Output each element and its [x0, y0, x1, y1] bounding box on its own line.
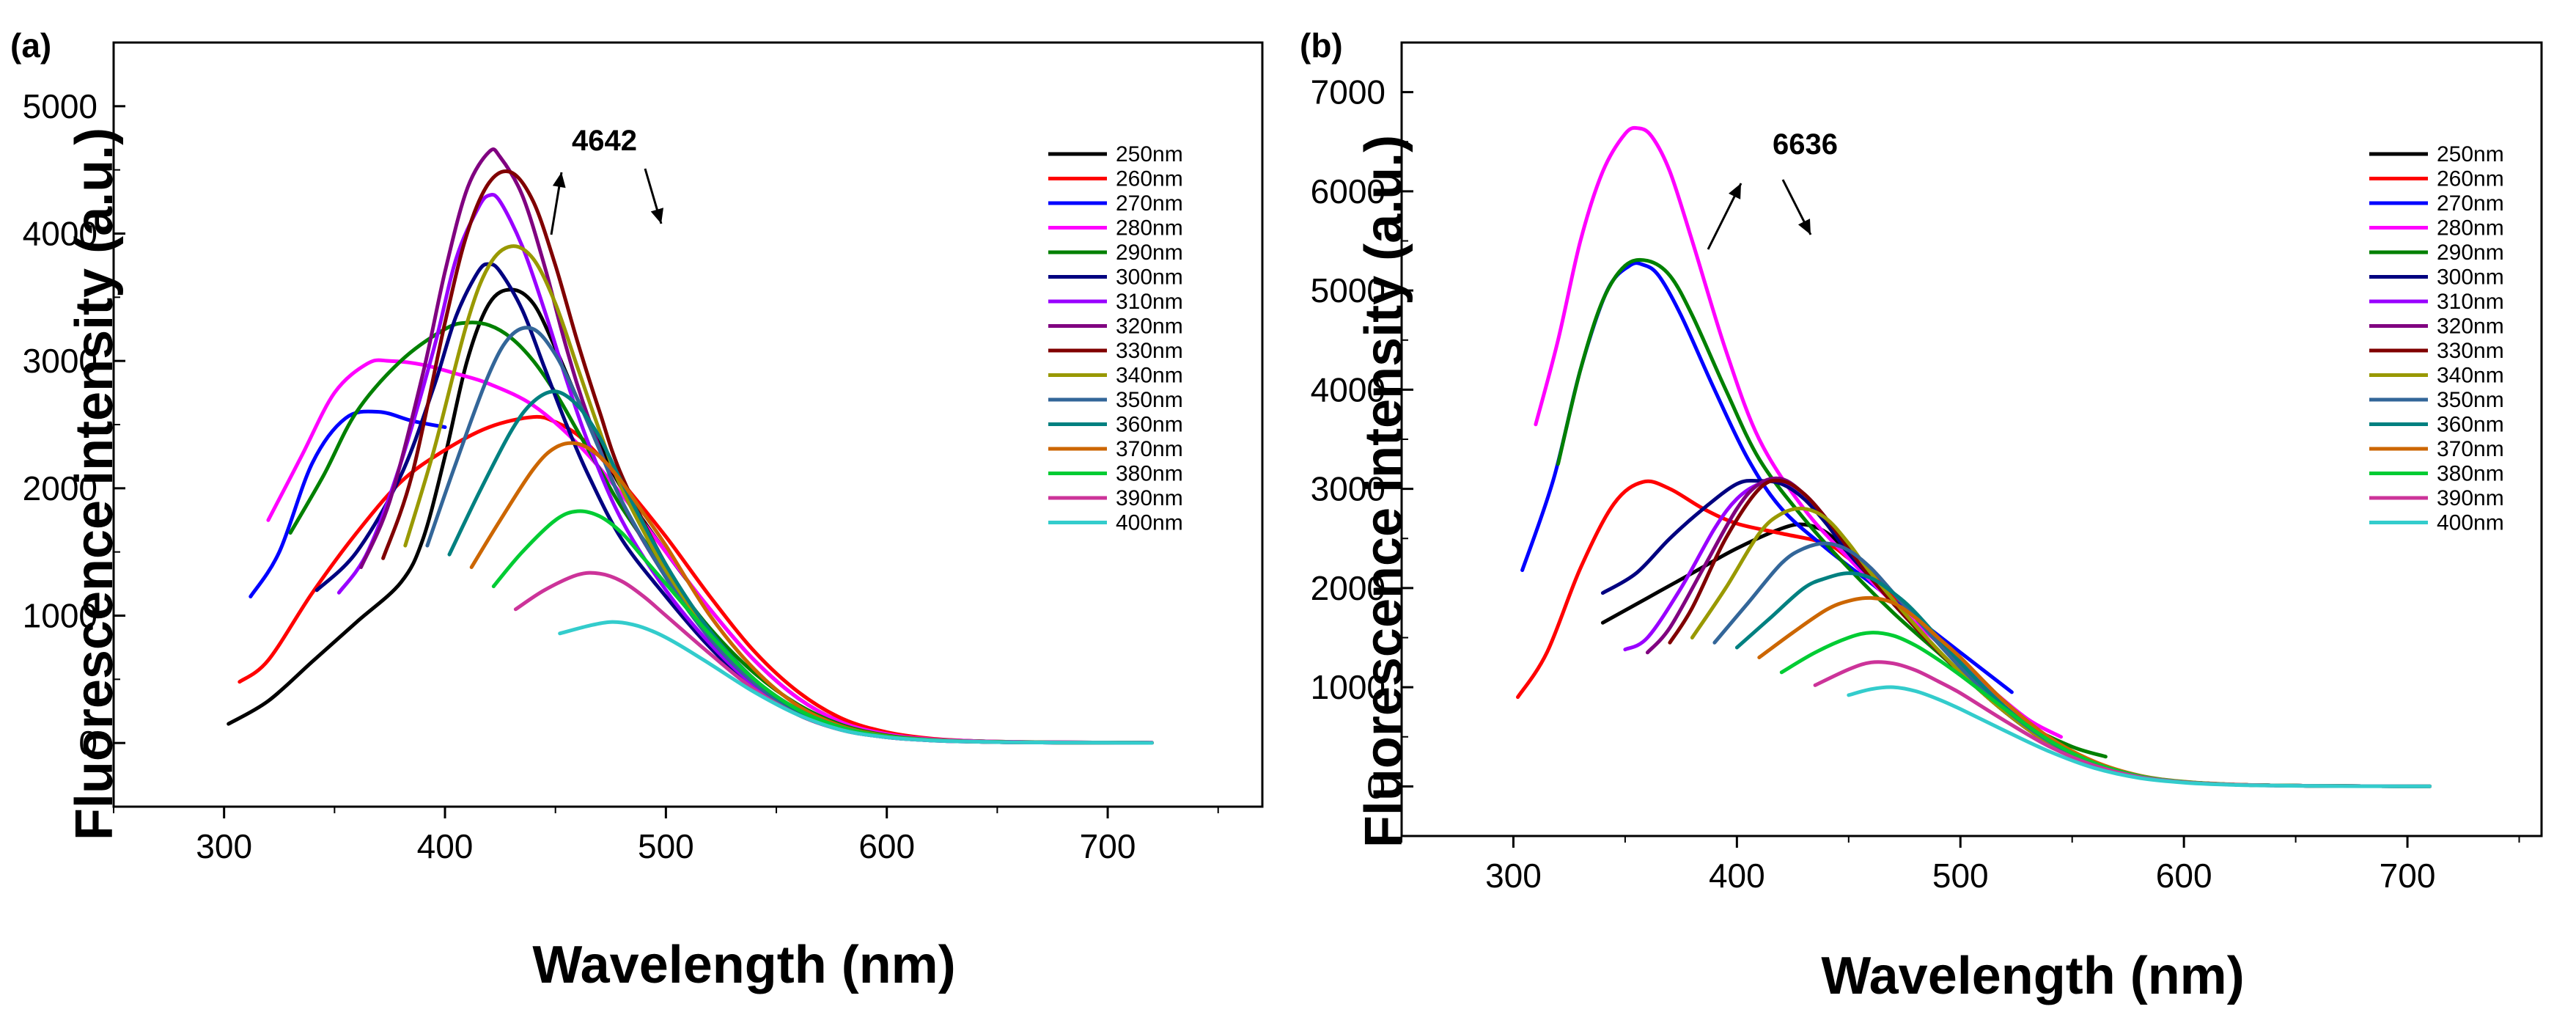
legend-label-330nm: 330nm: [2437, 339, 2504, 363]
x-tick-label: 500: [638, 827, 694, 865]
legend-label-330nm: 330nm: [1116, 339, 1183, 363]
y-tick-label: 0: [78, 724, 97, 762]
legend-label-360nm: 360nm: [1116, 413, 1183, 437]
panel-a-arrow-up-head: [552, 172, 566, 188]
series-line-390nm: [1813, 660, 2432, 788]
legend-label-280nm: 280nm: [1116, 216, 1183, 241]
y-tick-label: 3000: [1311, 470, 1385, 508]
legend-label-380nm: 380nm: [1116, 462, 1183, 486]
legend-label-320nm: 320nm: [2437, 315, 2504, 339]
x-tick-label: 400: [417, 827, 474, 865]
x-tick-label: 500: [1932, 857, 1989, 895]
legend-label-380nm: 380nm: [2437, 462, 2504, 486]
legend-label-390nm: 390nm: [1116, 486, 1183, 510]
y-tick-label: 1000: [23, 597, 97, 635]
x-tick-label: 700: [2380, 857, 2436, 895]
panel-a-label: (a): [10, 26, 51, 65]
panel-b-label: (b): [1300, 26, 1343, 65]
legend-label-370nm: 370nm: [2437, 437, 2504, 461]
y-tick-label: 6000: [1311, 172, 1385, 210]
legend-label-340nm: 340nm: [2437, 364, 2504, 388]
x-tick-label: 300: [1485, 857, 1542, 895]
legend-label-300nm: 300nm: [1116, 265, 1183, 290]
legend-label-310nm: 310nm: [2437, 290, 2504, 314]
y-tick-label: 3000: [23, 342, 97, 380]
series-line-250nm: [227, 287, 1154, 745]
x-tick-label: 600: [858, 827, 915, 865]
y-tick-label: 2000: [1311, 569, 1385, 607]
legend-label-290nm: 290nm: [2437, 241, 2504, 265]
legend-label-370nm: 370nm: [1116, 437, 1183, 461]
series-line-250nm: [1600, 522, 2432, 788]
y-tick-label: 5000: [1311, 271, 1385, 309]
panel-a: (a) Fluorescence intensity (a.u.) Wavele…: [10, 26, 1264, 994]
panel-a-plot: 0 1000 2000 3000 4000 5000 300 400 500 600 700 250n…: [23, 41, 1264, 865]
y-tick-label: 4000: [1311, 370, 1385, 408]
legend-label-280nm: 280nm: [2437, 216, 2504, 241]
legend-label-290nm: 290nm: [1116, 241, 1183, 265]
legend-label-400nm: 400nm: [2437, 511, 2504, 535]
panel-a-peak-label: 4642: [572, 125, 637, 157]
series-line-360nm: [447, 389, 1154, 745]
legend-label-340nm: 340nm: [1116, 364, 1183, 388]
series-line-280nm: [1534, 125, 2063, 739]
x-tick-label: 400: [1709, 857, 1765, 895]
legend-label-270nm: 270nm: [2437, 191, 2504, 216]
legend-label-260nm: 260nm: [1116, 167, 1183, 191]
panel-a-arrow-down-head: [650, 208, 664, 224]
panel-b-x-axis-title: Wavelength (nm): [1821, 947, 2244, 1005]
legend-label-250nm: 250nm: [2437, 142, 2504, 166]
x-tick-label: 600: [2156, 857, 2212, 895]
panel-b-peak-label: 6636: [1773, 128, 1838, 161]
legend-label-310nm: 310nm: [1116, 290, 1183, 314]
series-line-260nm: [1516, 479, 2432, 788]
series-line-400nm: [1847, 685, 2432, 788]
y-tick-label: 2000: [23, 469, 97, 507]
panel-b: (b) Fluorescence intensity (a.u.) Wavele…: [1300, 26, 2543, 1005]
series-line-270nm: [1520, 261, 2014, 694]
panel-b-plot: 0 1000 2000 3000 4000 5000 6000 7000 300 400 500 60…: [1311, 41, 2543, 895]
x-tick-label: 300: [196, 827, 252, 865]
legend-label-390nm: 390nm: [2437, 486, 2504, 510]
legend-label-300nm: 300nm: [2437, 265, 2504, 290]
panel-a-x-axis-title: Wavelength (nm): [532, 936, 955, 994]
panel-b-arrow-down-head: [1797, 219, 1811, 235]
legend-label-270nm: 270nm: [1116, 191, 1183, 216]
legend-label-350nm: 350nm: [2437, 388, 2504, 412]
legend-label-320nm: 320nm: [1116, 315, 1183, 339]
legend-label-250nm: 250nm: [1116, 142, 1183, 166]
y-tick-label: 1000: [1311, 668, 1385, 706]
y-tick-label: 7000: [1311, 73, 1385, 111]
legend-label-260nm: 260nm: [2437, 167, 2504, 191]
panel-b-y-axis-title: Fluorescence intensity (a.u.): [1355, 135, 1413, 848]
series-line-290nm: [1556, 257, 2108, 759]
series-line-370nm: [469, 441, 1154, 745]
series-line-400nm: [558, 620, 1154, 745]
legend-label-350nm: 350nm: [1116, 388, 1183, 412]
series-line-380nm: [1779, 631, 2432, 788]
series-line-260nm: [238, 414, 1154, 745]
panel-b-plot-frame: [1400, 41, 2543, 837]
legend-label-400nm: 400nm: [1116, 511, 1183, 535]
x-tick-label: 700: [1080, 827, 1136, 865]
y-tick-label: 4000: [23, 215, 97, 253]
y-tick-label: 5000: [23, 87, 97, 125]
legend-label-360nm: 360nm: [2437, 413, 2504, 437]
panel-b-arrow-up-head: [1729, 183, 1741, 199]
y-tick-label: 0: [1366, 767, 1385, 805]
